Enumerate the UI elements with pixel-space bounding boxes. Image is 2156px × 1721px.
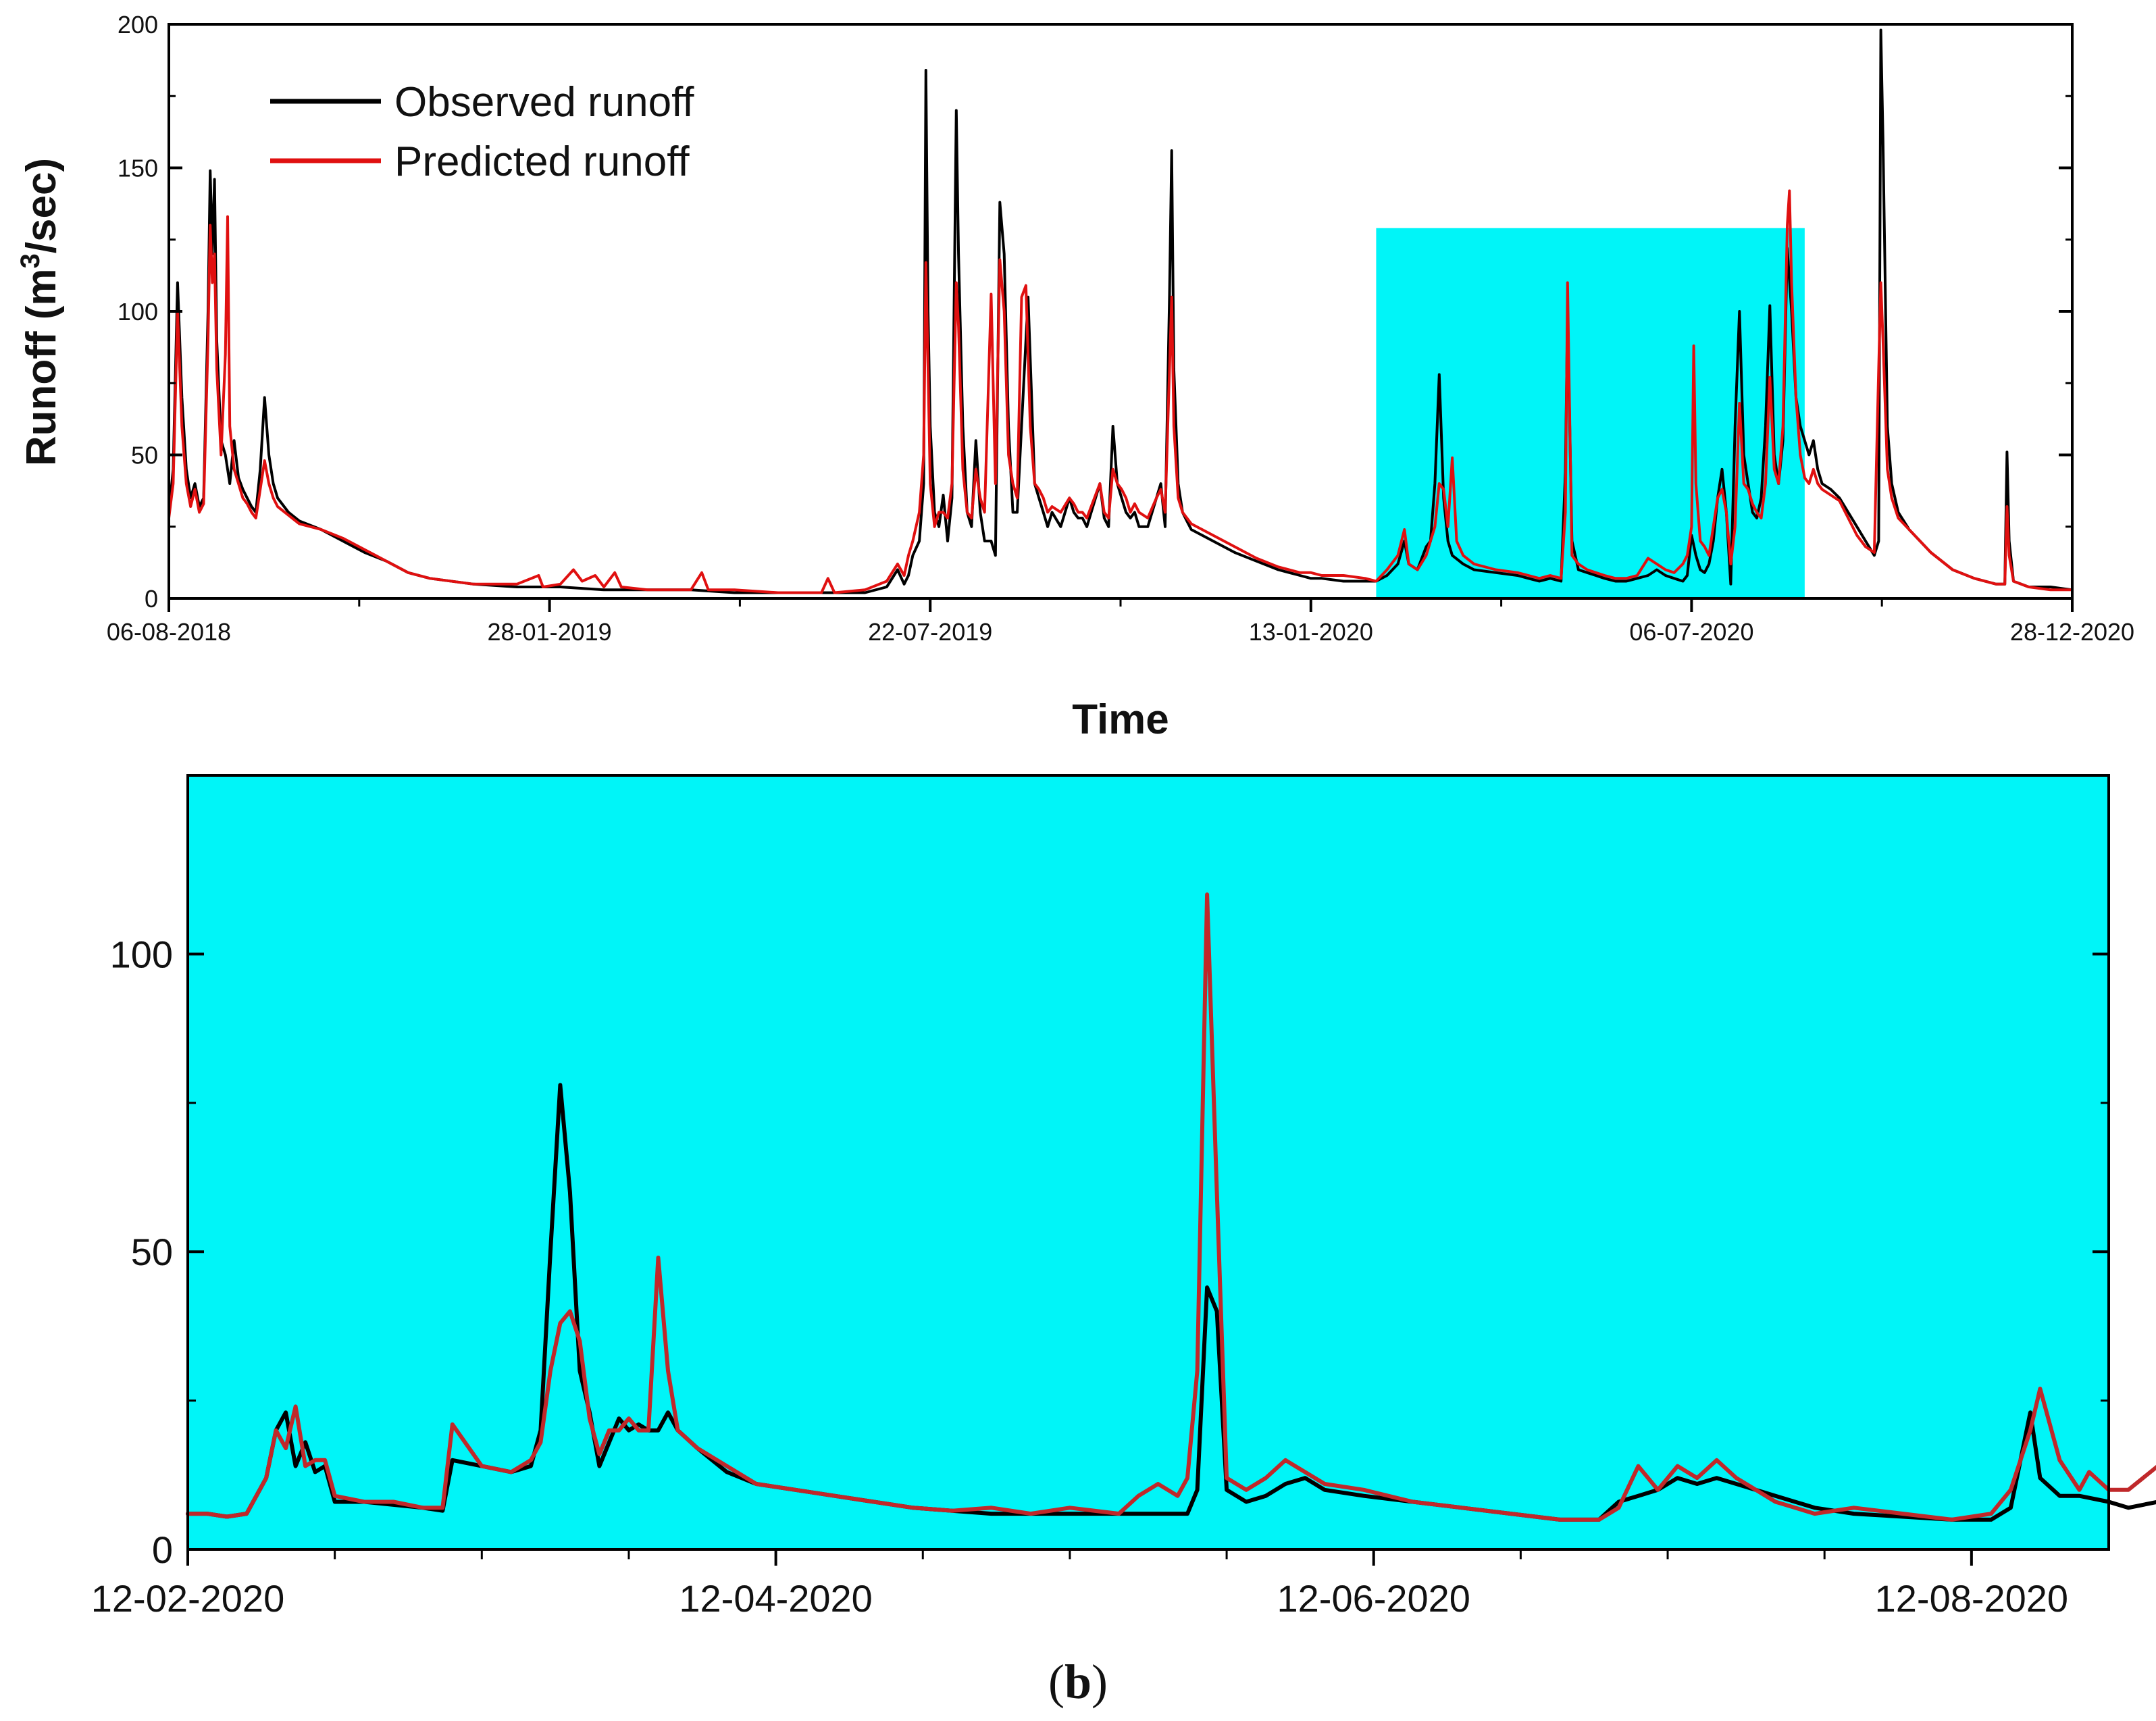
x-tick-label: 12-08-2020 (1875, 1577, 2068, 1620)
y-title-superscript: 3 (16, 253, 45, 268)
top-x-axis-title: Time (1072, 696, 1169, 743)
y-tick-label: 0 (145, 585, 158, 613)
caption-paren-open: ( (1048, 1655, 1064, 1709)
y-tick-label: 50 (131, 1231, 173, 1273)
legend-predicted-label: Predicted runoff (394, 138, 690, 185)
x-tick-label: 12-02-2020 (91, 1577, 284, 1620)
series-line-predicted (186, 892, 2156, 1522)
y-title-tail: /sec) (18, 158, 65, 253)
caption-paren-close: ) (1092, 1655, 1108, 1709)
y-tick-label: 0 (152, 1529, 173, 1571)
legend-observed-label: Observed runoff (394, 79, 694, 126)
y-tick-label: 100 (110, 933, 173, 975)
y-tick-label: 100 (118, 298, 158, 326)
x-tick-label: 22-07-2019 (868, 618, 992, 646)
x-tick-label: 06-07-2020 (1629, 618, 1753, 646)
bottom-x-axis: 12-02-2020 12-04-2020 12-06-2020 12-08-2020 (91, 1549, 2068, 1620)
x-tick-label: 12-04-2020 (679, 1577, 872, 1620)
x-tick-label: 06-08-2018 (107, 618, 231, 646)
panel-caption: (b) (1048, 1655, 1108, 1709)
zoom-background (188, 775, 2109, 1549)
bottom-series-group (186, 892, 2156, 1522)
top-x-axis: 06-08-2018 28-01-2019 22-07-2019 13-01-2020… (107, 598, 2134, 646)
bottom-plot-frame (186, 774, 2110, 1551)
x-tick-label: 28-01-2019 (488, 618, 612, 646)
top-y-axis-title: Runoff (m3/sec) (16, 158, 65, 466)
y-title-main: Runoff (m (18, 268, 65, 466)
y-tick-label: 150 (118, 155, 158, 182)
x-tick-label: 13-01-2020 (1249, 618, 1373, 646)
caption-letter: b (1064, 1655, 1092, 1709)
x-tick-label: 28-12-2020 (2010, 618, 2134, 646)
top-chart-panel: 0 50 100 150 200 06-08-2018 28-01-2019 22-07-2… (16, 11, 2134, 743)
bottom-y-axis: 0 50 100 (110, 933, 2109, 1571)
legend: Observed runoff Predicted runoff (270, 79, 694, 185)
top-series-group (168, 28, 2074, 594)
x-tick-label: 12-06-2020 (1277, 1577, 1470, 1620)
y-tick-label: 200 (118, 11, 158, 38)
top-y-axis: 0 50 100 150 200 (118, 11, 2072, 613)
y-tick-label: 50 (131, 442, 158, 469)
series-line-predicted (168, 189, 2074, 594)
